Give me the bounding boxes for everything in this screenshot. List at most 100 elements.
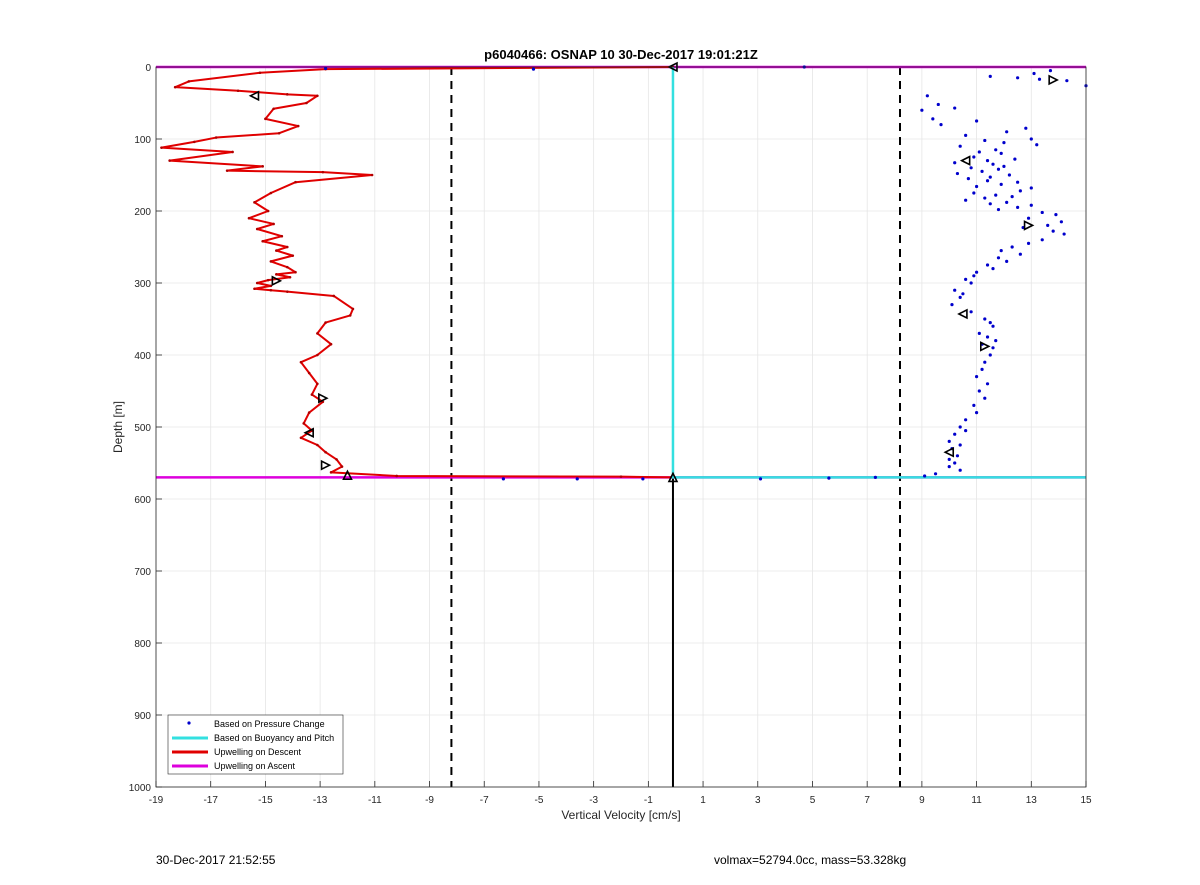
pressure-point <box>958 425 962 429</box>
y-tick-label: 400 <box>134 351 151 362</box>
descent-point <box>236 89 240 93</box>
pressure-point <box>1018 252 1022 256</box>
y-tick-label: 500 <box>134 423 151 434</box>
pressure-point <box>985 263 990 267</box>
descent-point <box>266 209 270 213</box>
y-tick-label: 700 <box>134 567 151 578</box>
descent-point <box>335 458 338 461</box>
pressure-point <box>933 472 938 476</box>
pressure-point <box>994 148 998 152</box>
pressure-point <box>974 411 979 415</box>
pressure-point <box>996 207 1001 212</box>
x-tick-label: -13 <box>313 795 328 806</box>
pitch-marker <box>271 275 283 287</box>
pressure-point <box>1005 130 1009 134</box>
x-tick-label: -19 <box>149 795 164 806</box>
pressure-point <box>531 67 536 71</box>
legend-label: Based on Pressure Change <box>214 719 325 729</box>
x-tick-label: 3 <box>755 795 761 806</box>
pressure-point <box>641 477 645 481</box>
descent-point <box>285 93 289 96</box>
descent-point <box>168 159 171 162</box>
pressure-point <box>953 161 957 165</box>
descent-point <box>305 101 308 105</box>
pressure-point <box>1046 223 1050 227</box>
pressure-point <box>950 303 954 307</box>
legend-entry-buoyancy: Based on Buoyancy and Pitch <box>172 733 334 743</box>
descent-point <box>619 475 623 478</box>
pressure-point <box>1032 71 1036 76</box>
footer-timestamp: 30-Dec-2017 21:52:55 <box>156 853 276 867</box>
x-tick-label: -11 <box>368 795 382 806</box>
x-tick-labels: -19 -17 -15 -13 -11 -9 -7 -5 -3 -1 1 3 5 7 9 11 13 15 <box>149 795 1092 806</box>
pressure-point <box>1026 216 1031 220</box>
x-tick-label: 5 <box>810 795 816 806</box>
descent-point <box>324 450 327 454</box>
pressure-point <box>953 432 957 436</box>
pressure-point <box>575 477 579 481</box>
pressure-point <box>1016 76 1020 80</box>
pressure-point <box>988 175 992 179</box>
pressure-point <box>964 198 968 202</box>
buoyancy-line <box>671 67 1086 479</box>
pitch-marker <box>318 392 329 404</box>
pitch-marker <box>342 469 353 481</box>
pressure-point <box>1010 195 1014 199</box>
pressure-point <box>1026 241 1031 245</box>
pressure-point <box>955 454 960 458</box>
x-tick-label: -15 <box>258 795 273 806</box>
pitch-marker <box>979 341 991 352</box>
legend-entry-pressure: Based on Pressure Change <box>187 719 325 729</box>
descent-point <box>324 321 327 324</box>
y-tick-label: 800 <box>134 639 151 650</box>
pressure-point <box>1062 232 1066 236</box>
pressure-point <box>985 179 990 183</box>
legend-entry-ascent: Upwelling on Ascent <box>172 761 296 771</box>
pressure-point <box>953 106 957 110</box>
pressure-point <box>999 182 1003 186</box>
pressure-point <box>1029 203 1033 207</box>
pressure-point <box>974 375 979 379</box>
x-tick-label: 1 <box>700 795 706 806</box>
pressure-point <box>994 339 998 343</box>
pressure-point <box>996 256 1001 260</box>
descent-point <box>255 281 259 285</box>
pressure-point <box>1016 180 1020 184</box>
reference-lines <box>450 67 901 787</box>
descent-point <box>316 332 319 335</box>
pressure-point <box>931 117 935 121</box>
pressure-point <box>939 123 943 127</box>
pressure-point <box>955 171 960 176</box>
descent-point <box>285 290 289 293</box>
descent-point <box>275 249 278 252</box>
axes-frame <box>155 66 1087 788</box>
descent-point <box>285 265 289 269</box>
descent-point <box>231 150 234 154</box>
pressure-point <box>1002 141 1006 145</box>
descent-point <box>192 140 196 144</box>
descent-point <box>275 273 278 276</box>
pressure-point <box>1040 210 1044 215</box>
pressure-point <box>974 119 979 123</box>
pressure-point <box>999 151 1003 155</box>
pressure-point <box>983 138 987 143</box>
pitch-marker <box>667 471 679 483</box>
pressure-point <box>947 457 951 461</box>
descent-point <box>316 443 319 447</box>
descent-point <box>299 360 303 364</box>
pitch-marker <box>248 90 260 102</box>
pressure-point <box>1005 259 1009 263</box>
legend-label: Upwelling on Descent <box>214 747 302 757</box>
x-tick-label: -5 <box>534 795 543 806</box>
descent-point <box>329 471 333 474</box>
descent-point <box>316 94 319 98</box>
legend: Based on Pressure Change Based on Buoyan… <box>167 714 344 775</box>
descent-point <box>253 287 256 291</box>
legend-label: Based on Buoyancy and Pitch <box>214 733 334 743</box>
descent-point <box>247 216 251 220</box>
descent-point <box>307 411 311 414</box>
y-tick-label: 100 <box>134 135 151 146</box>
legend-box <box>167 714 344 775</box>
descent-point <box>266 278 270 282</box>
